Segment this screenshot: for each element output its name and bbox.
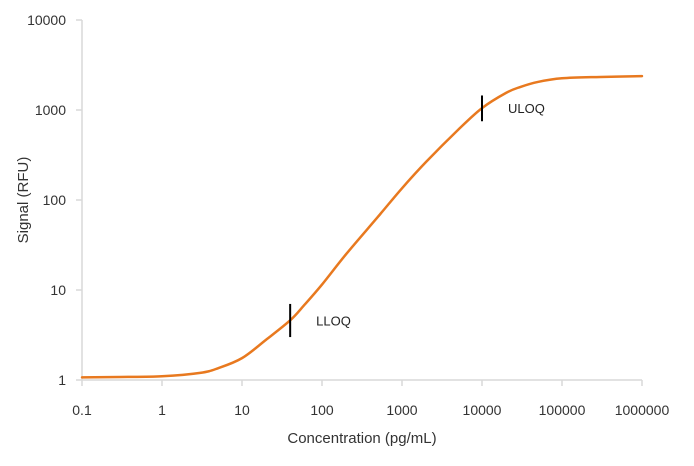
- x-tick-label: 1000: [386, 402, 417, 418]
- y-tick-label: 1: [58, 372, 66, 388]
- uloq-label: ULOQ: [508, 101, 545, 116]
- x-tick-label: 100: [310, 402, 334, 418]
- y-axis-title: Signal (RFU): [15, 157, 32, 244]
- x-tick-label: 100000: [539, 402, 586, 418]
- x-tick-label: 0.1: [72, 402, 92, 418]
- y-tick-label: 1000: [35, 102, 66, 118]
- x-tick-label: 1000000: [615, 402, 670, 418]
- series-group: [80, 74, 644, 379]
- series-line-standard-curve: [80, 74, 644, 379]
- x-tick-label: 10: [234, 402, 250, 418]
- y-tick-label: 100: [43, 192, 67, 208]
- y-tick-label: 10000: [27, 12, 66, 28]
- lloq-label: LLOQ: [316, 313, 351, 328]
- axes: [81, 20, 642, 381]
- x-tick-label: 1: [158, 402, 166, 418]
- x-axis-title: Concentration (pg/mL): [287, 430, 436, 447]
- x-tick-label: 10000: [463, 402, 502, 418]
- annotations: LLOQ ULOQ: [289, 95, 545, 338]
- ticks: 0.1 1 10 100 1000 10000 100000 1000000 1 10 100 100…: [27, 12, 669, 418]
- y-tick-label: 10: [50, 282, 66, 298]
